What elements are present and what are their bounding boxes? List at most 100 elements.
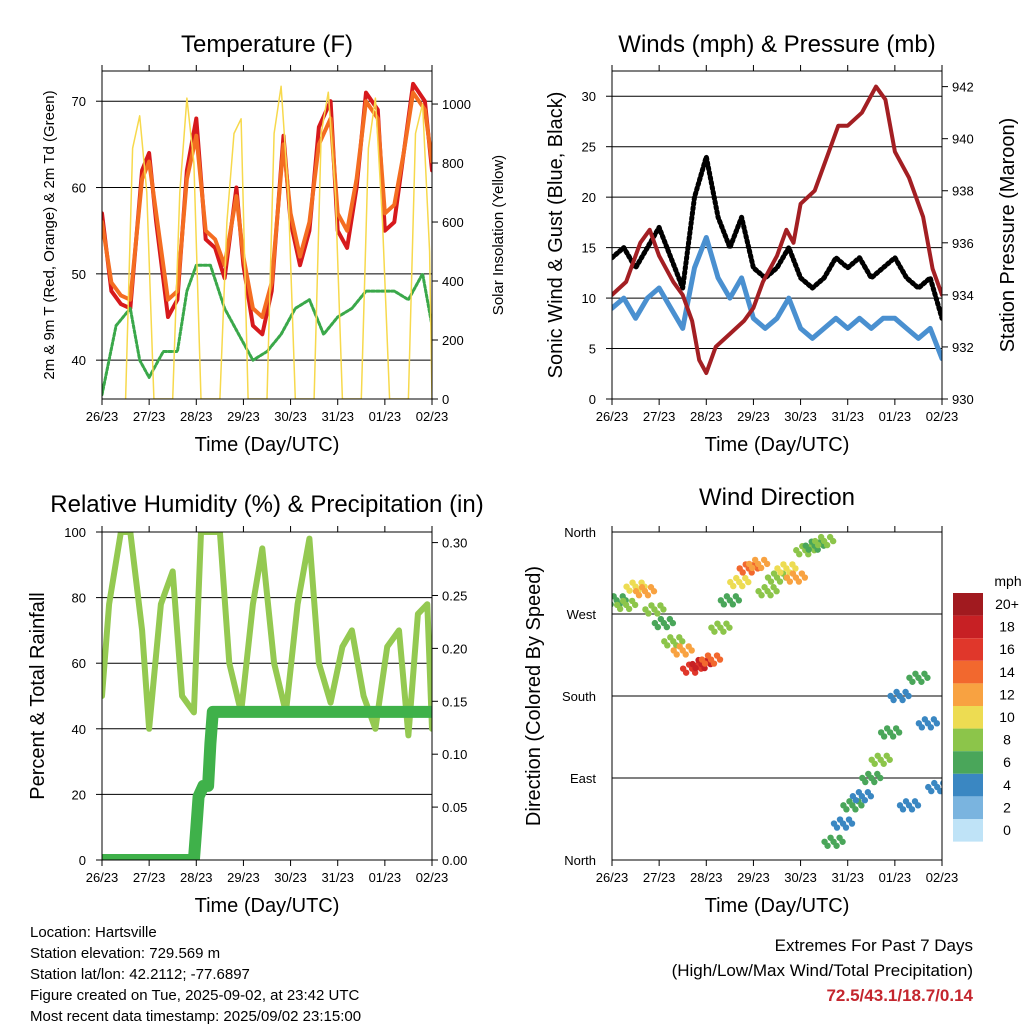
y2-tick-label: 934 — [952, 288, 974, 303]
wind-direction-point — [928, 787, 935, 795]
y-axis-label: Direction (Colored By Speed) — [523, 566, 545, 826]
y-axis-label: 2m & 9m T (Red, Orange) & 2m Td (Green) — [41, 90, 58, 379]
y2-tick-label: 800 — [442, 156, 464, 171]
x-tick-label: 27/23 — [643, 409, 676, 424]
wind-direction-point — [889, 733, 897, 740]
x-tick-label: 27/23 — [133, 870, 166, 885]
y-tick-label: North — [564, 853, 596, 868]
x-tick-label: 02/23 — [416, 870, 449, 885]
x-tick-label: 29/23 — [737, 870, 770, 885]
x-tick-label: 26/23 — [86, 870, 119, 885]
y-tick-label: 10 — [582, 291, 596, 306]
y2-tick-label: 0.00 — [442, 853, 467, 868]
y-tick-label: West — [567, 607, 597, 622]
series-dewpoint — [102, 263, 432, 397]
y-tick-label: South — [562, 689, 596, 704]
y-tick-label: North — [564, 525, 596, 540]
colorbar-label: 18 — [999, 619, 1015, 635]
y-tick-label: 60 — [72, 181, 86, 196]
y2-axis-label: Station Pressure (Maroon) — [997, 118, 1019, 353]
wind-direction-point — [914, 802, 922, 809]
wind-direction-point — [814, 541, 822, 549]
wind-direction-point — [858, 802, 865, 809]
colorbar-label: 8 — [1003, 732, 1011, 748]
wind-direction-point — [940, 780, 942, 787]
x-tick-label: 26/23 — [596, 870, 629, 885]
wind-direction-point — [739, 582, 746, 590]
chart-title-4: Wind Direction — [699, 484, 855, 511]
colorbar-swatch — [953, 660, 983, 684]
wind-direction-point — [654, 623, 662, 631]
wind-direction-point — [801, 574, 809, 581]
x-tick-label: 31/23 — [321, 409, 354, 424]
x-tick-label: 28/23 — [690, 870, 723, 885]
wind-direction-point — [918, 724, 926, 731]
wind-direction-point — [745, 578, 752, 586]
x-tick-label: 28/23 — [180, 870, 213, 885]
y2-tick-label: 0.10 — [442, 747, 467, 762]
y2-tick-label: 940 — [952, 132, 974, 147]
wind-direction-point — [692, 664, 699, 672]
wind-direction-point — [880, 733, 888, 740]
wind-direction-point — [726, 624, 733, 631]
elevation-text: Station elevation: 729.569 m — [30, 945, 221, 962]
wind-direction-point — [796, 551, 803, 558]
wind-direction-point — [682, 669, 690, 676]
y-tick-label: 70 — [72, 94, 86, 109]
y-tick-label: 0 — [79, 853, 86, 868]
x-axis-label: Time (Day/UTC) — [195, 434, 340, 456]
x-tick-label: 01/23 — [369, 870, 402, 885]
wind-direction-point — [862, 778, 869, 786]
colorbar-swatch — [953, 796, 983, 819]
x-tick-label: 31/23 — [321, 870, 354, 885]
extremes-subtitle: (High/Low/Max Wind/Total Precipitation) — [671, 961, 973, 980]
x-axis-label: Time (Day/UTC) — [705, 434, 850, 456]
y2-tick-label: 930 — [952, 392, 974, 407]
wind-direction-point — [871, 778, 878, 786]
plot-frame — [611, 70, 943, 400]
plot-frame — [101, 70, 433, 400]
wind-direction-point — [899, 806, 907, 813]
wind-direction-point — [842, 824, 850, 831]
x-tick-label: 30/23 — [274, 870, 307, 885]
wind-direction-point — [682, 651, 689, 658]
wind-direction-point — [933, 720, 941, 727]
y-tick-label: 15 — [582, 241, 596, 256]
wind-direction-point — [631, 601, 639, 609]
y2-tick-label: 600 — [442, 215, 464, 230]
wind-direction-point — [909, 678, 916, 685]
plot-frame — [611, 531, 943, 861]
plot-area-4 — [612, 533, 949, 849]
wind-direction-point — [927, 724, 935, 731]
chart-title-3: Relative Humidity (%) & Precipitation (i… — [50, 491, 483, 518]
colorbar-label: 6 — [1003, 754, 1011, 770]
wind-direction-point — [635, 592, 643, 599]
series-temp_9m — [102, 90, 432, 319]
x-tick-label: 27/23 — [133, 409, 166, 424]
y2-axis-label: Solar Insolation (Yellow) — [490, 155, 507, 315]
wind-direction-point — [767, 592, 774, 599]
wind-direction-point — [679, 638, 686, 645]
wind-direction-point — [852, 797, 860, 804]
wind-direction-point — [877, 774, 884, 782]
y-tick-label: 80 — [72, 591, 86, 606]
wind-direction-point — [908, 806, 916, 813]
colorbar-label: 12 — [999, 686, 1015, 702]
wind-direction-point — [711, 628, 718, 635]
colorbar-swatch — [953, 615, 983, 639]
y-axis-label: Percent & Total Rainfall — [27, 592, 49, 800]
wind-direction-point — [729, 601, 737, 608]
y-tick-label: 50 — [72, 267, 86, 282]
wind-direction-point — [645, 610, 652, 617]
x-tick-label: 02/23 — [926, 409, 959, 424]
wind-direction-point — [899, 696, 906, 704]
latlon-text: Station lat/lon: 42.2112; -77.6897 — [30, 966, 250, 983]
colorbar-label: 4 — [1003, 777, 1011, 793]
y2-tick-label: 0.25 — [442, 588, 467, 603]
series-wind — [612, 235, 942, 362]
x-tick-label: 29/23 — [227, 409, 260, 424]
wind-direction-point — [943, 784, 949, 790]
extremes-title: Extremes For Past 7 Days — [774, 936, 973, 955]
x-axis-label: Time (Day/UTC) — [705, 895, 850, 917]
